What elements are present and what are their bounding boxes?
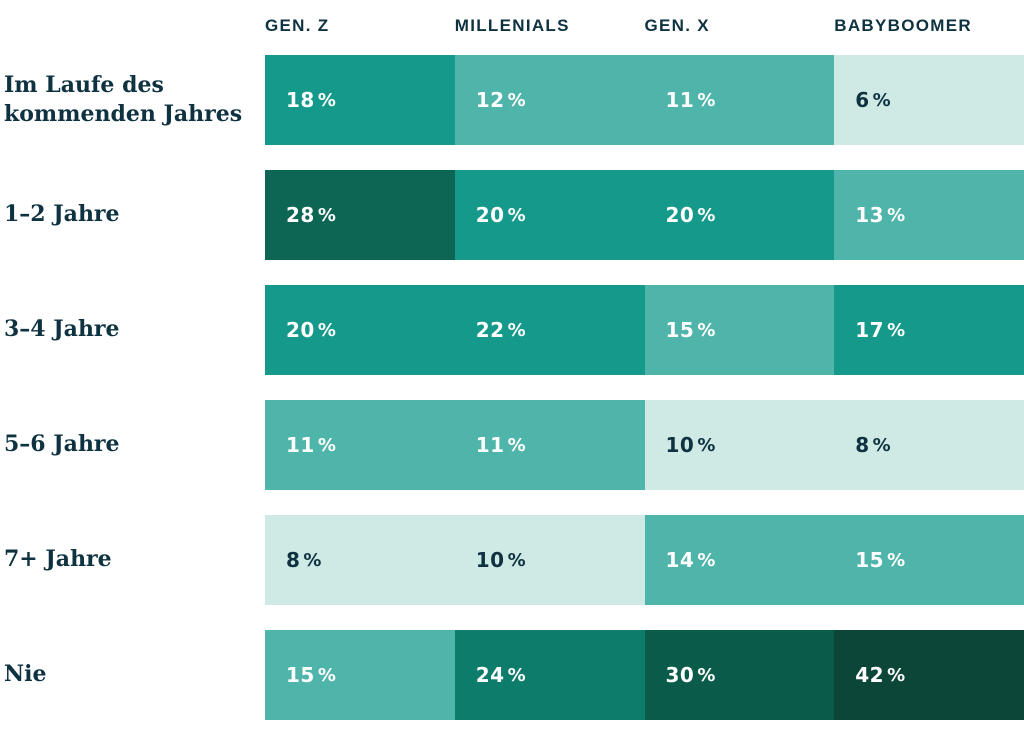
cell-value: 24 [475, 663, 505, 687]
cell-unit: % [887, 664, 906, 686]
cell-unit: % [697, 204, 716, 226]
row-label: 7+ Jahre [4, 546, 112, 573]
chart-cell: 20% [265, 285, 455, 375]
cell-unit: % [317, 319, 337, 341]
chart-cell: 20% [454, 170, 645, 260]
cell-value: 22 [475, 318, 505, 342]
column-headers: GEN. Z MILLENIALS GEN. X BABYBOOMER [265, 16, 1024, 42]
chart-row: 5–6 Jahre 11% 11% 10% 8% [0, 400, 1024, 490]
cell-value: 18 [286, 88, 315, 112]
chart-cell: 30% [644, 630, 835, 720]
cell-value: 6 [855, 88, 870, 112]
column-header-babyboomer: BABYBOOMER [834, 16, 972, 35]
cell-unit: % [507, 664, 527, 686]
chart-row: 3–4 Jahre 20% 22% 15% 17% [0, 285, 1024, 375]
chart-cell: 15% [834, 515, 1024, 605]
cell-value: 30 [665, 663, 695, 687]
chart-cell: 14% [644, 515, 835, 605]
chart-cell: 17% [834, 285, 1024, 375]
chart-cell: 24% [454, 630, 645, 720]
column-header-millenials: MILLENIALS [454, 16, 570, 35]
cell-value: 10 [475, 548, 505, 572]
chart-cell: 11% [644, 55, 835, 145]
chart-cell: 18% [265, 55, 455, 145]
cell-unit: % [697, 434, 716, 456]
chart-cell: 15% [644, 285, 835, 375]
chart-cell: 12% [454, 55, 645, 145]
chart-cell: 11% [454, 400, 645, 490]
chart-cell: 22% [454, 285, 645, 375]
cell-unit: % [303, 549, 322, 571]
row-label: 3–4 Jahre [4, 316, 120, 343]
chart-cell: 8% [265, 515, 455, 605]
row-label: 5–6 Jahre [4, 431, 120, 458]
cell-value: 8 [286, 548, 301, 572]
cell-value: 17 [855, 318, 885, 342]
chart-cell: 11% [265, 400, 455, 490]
cell-unit: % [317, 89, 337, 111]
cell-value: 20 [665, 203, 695, 227]
cell-unit: % [317, 664, 337, 686]
chart-row: Im Laufe des kommenden Jahres 18% 12% 11% 6% [0, 55, 1024, 145]
cell-value: 15 [665, 318, 695, 342]
cell-value: 8 [855, 433, 870, 457]
cell-value: 12 [475, 88, 505, 112]
chart-cell: 6% [834, 55, 1024, 145]
cell-value: 20 [286, 318, 315, 342]
cell-unit: % [697, 89, 716, 111]
cell-unit: % [317, 204, 337, 226]
cell-unit: % [697, 664, 716, 686]
column-header-gen-z: GEN. Z [265, 16, 330, 35]
cell-value: 10 [665, 433, 695, 457]
cell-unit: % [507, 204, 527, 226]
chart-row: Nie 15% 24% 30% 42% [0, 630, 1024, 720]
row-label: Nie [4, 661, 47, 688]
chart-row: 1–2 Jahre 28% 20% 20% 13% [0, 170, 1024, 260]
chart-cell: 10% [454, 515, 645, 605]
cell-value: 11 [475, 433, 505, 457]
cell-unit: % [507, 549, 527, 571]
cell-unit: % [872, 434, 892, 456]
cell-value: 15 [286, 663, 315, 687]
cell-value: 11 [665, 88, 695, 112]
cell-value: 15 [855, 548, 885, 572]
cell-unit: % [887, 319, 906, 341]
cell-unit: % [872, 89, 892, 111]
cell-value: 28 [286, 203, 315, 227]
cell-unit: % [507, 319, 527, 341]
cell-unit: % [507, 89, 527, 111]
cell-unit: % [697, 549, 716, 571]
cell-unit: % [887, 204, 906, 226]
chart-cell: 13% [834, 170, 1024, 260]
chart-cell: 15% [265, 630, 455, 720]
cell-unit: % [507, 434, 527, 456]
column-header-gen-x: GEN. X [644, 16, 710, 35]
cell-value: 14 [665, 548, 695, 572]
cell-unit: % [697, 319, 716, 341]
chart-rows: Im Laufe des kommenden Jahres 18% 12% 11% 6%… [0, 55, 1024, 720]
chart-row: 7+ Jahre 8% 10% 14% 15% [0, 515, 1024, 605]
chart-cell: 20% [644, 170, 835, 260]
chart-cell: 10% [644, 400, 835, 490]
cell-unit: % [317, 434, 337, 456]
chart-cell: 8% [834, 400, 1024, 490]
chart-cell: 28% [265, 170, 455, 260]
cell-unit: % [887, 549, 906, 571]
cell-value: 42 [855, 663, 885, 687]
row-label: Im Laufe des kommenden Jahres [4, 71, 243, 127]
row-label: 1–2 Jahre [4, 201, 120, 228]
cell-value: 13 [855, 203, 885, 227]
chart-cell: 42% [834, 630, 1024, 720]
cell-value: 11 [286, 433, 315, 457]
cell-value: 20 [475, 203, 505, 227]
